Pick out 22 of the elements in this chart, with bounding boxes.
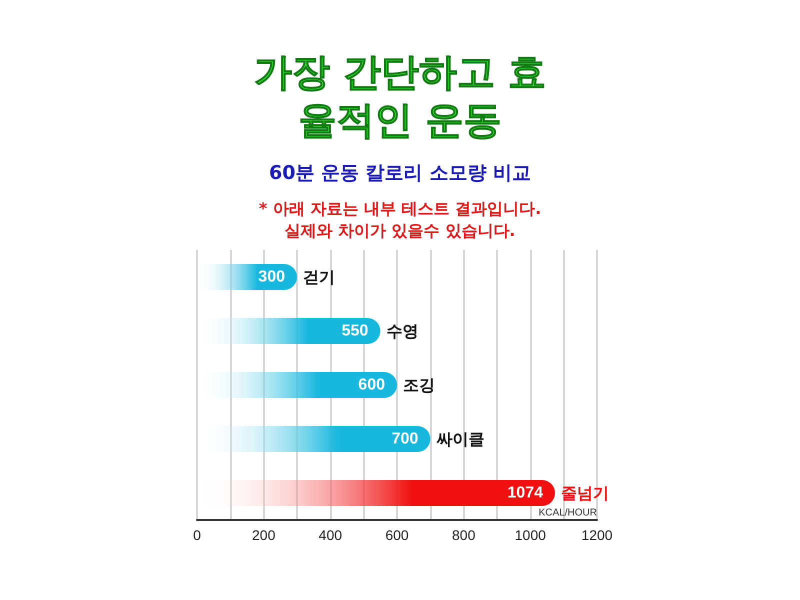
x-tick-label: 1200 [581,527,613,543]
data-label: 700 [392,430,418,448]
text: 실제와 차이가 있을수 있습니다. [284,220,516,242]
data-label: 600 [358,376,386,394]
x-tick-label: 1000 [514,527,546,543]
y-tick-label: 수영 [386,322,418,340]
y-tick-label: 줄넘기 [561,484,609,502]
x-tick-label: 200 [252,527,276,543]
y-tick-label: 조깅 [403,376,435,394]
data-label: 300 [258,268,286,286]
x-tick-label: 400 [318,527,342,543]
data-label: 1074 [507,484,544,502]
x-tick-label: 600 [385,527,409,543]
y-tick-label: 싸이클 [435,430,484,448]
text: * 아래 자료는 내부 테스트 결과입니다. [258,198,542,220]
chart-subtitle: 60분 운동 칼로리 소모량 비교 [268,161,532,186]
data-label: 550 [342,322,368,340]
chart-title: 가장 간단하고 효율적인 운동 [252,49,548,144]
x-axis-title: KCAL/HOUR [538,508,597,518]
x-tick-label: 0 [193,527,202,543]
x-tick-label: 800 [452,527,476,543]
y-tick-label: 걷기 [303,268,335,286]
